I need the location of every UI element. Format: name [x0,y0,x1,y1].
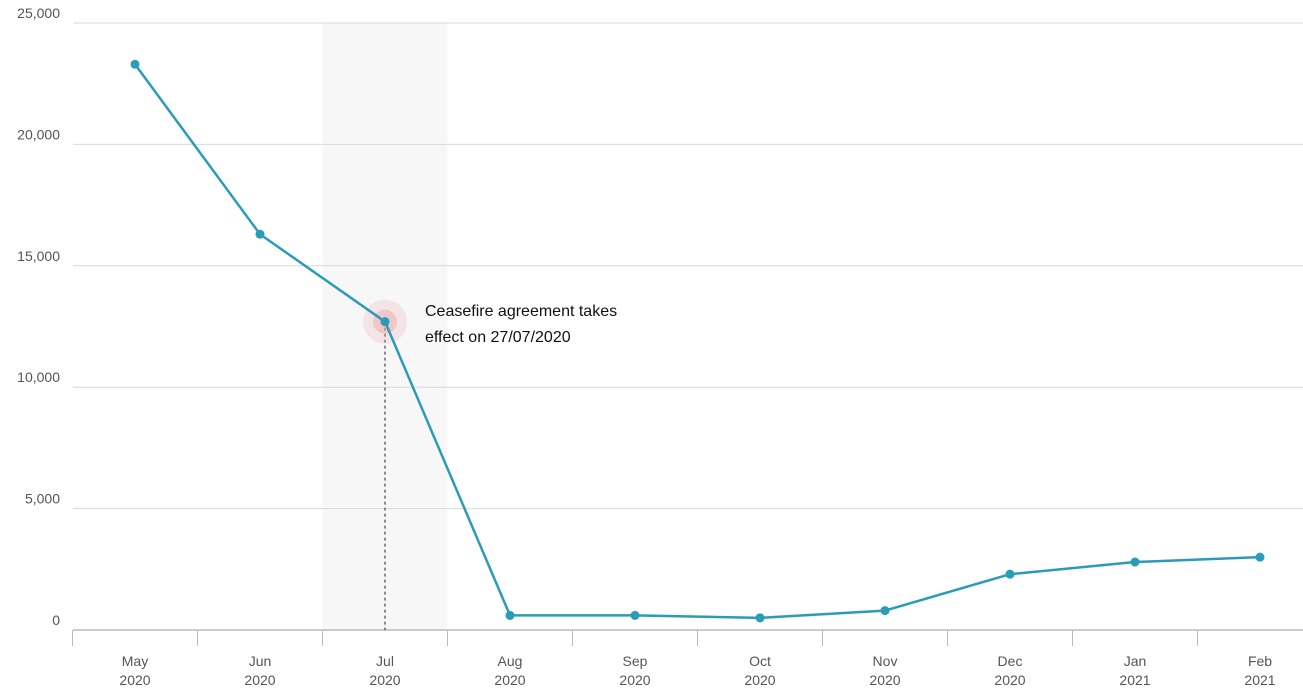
x-tick-label-year: 2020 [619,672,650,688]
gridlines [73,22,1303,631]
y-tick-label: 0 [52,612,60,628]
data-point [1005,569,1015,579]
x-tick-label-year: 2020 [244,672,275,688]
highlight-band-layer [322,23,448,630]
x-tick-label-year: 2020 [869,672,900,688]
data-point [880,606,890,616]
x-tick-label-month: Dec [998,653,1023,669]
x-tick-label-month: May [122,653,148,669]
data-point [630,610,640,620]
annotation-line-2: effect on 27/07/2020 [425,329,571,346]
x-tick-label-month: Aug [498,653,523,669]
annotation-layer: Ceasefire agreement takes effect on 27/0… [425,303,617,346]
x-tick-label-year: 2020 [494,672,525,688]
x-tick-label-year: 2021 [1119,672,1150,688]
x-tick-label-year: 2020 [119,672,150,688]
data-point [255,229,265,239]
y-axis-tick-labels: 0 5,000 10,000 15,000 20,000 25,000 [17,5,60,628]
x-tick-label-month: Oct [749,653,771,669]
series-line [133,63,1261,620]
series-layer [130,59,1265,630]
y-tick-label: 25,000 [17,5,60,21]
x-tick-label-year: 2020 [994,672,1025,688]
y-tick-label: 5,000 [25,491,60,507]
data-point [755,613,765,623]
data-point [1255,552,1265,562]
x-axis: May 2020 Jun 2020 Jul 2020 Aug 2020 Sep 2020 Oct 20… [72,630,1276,688]
data-point [505,610,515,620]
x-tick-label-month: Jan [1124,653,1147,669]
y-tick-label: 10,000 [17,369,60,385]
annotation-line-1: Ceasefire agreement takes [425,303,617,320]
y-tick-label: 20,000 [17,126,60,142]
highlight-band [322,23,448,630]
x-tick-label-month: Sep [623,653,648,669]
x-tick-label-year: 2020 [744,672,775,688]
data-point [130,59,140,69]
x-tick-label-month: Jun [249,653,272,669]
x-tick-label-year: 2020 [369,672,400,688]
x-tick-label-month: Nov [873,653,898,669]
x-tick-label-month: Jul [376,653,394,669]
data-point [380,317,390,327]
x-tick-label-year: 2021 [1244,672,1275,688]
data-point [1130,557,1140,567]
x-tick-label-month: Feb [1248,653,1272,669]
y-tick-label: 15,000 [17,248,60,264]
